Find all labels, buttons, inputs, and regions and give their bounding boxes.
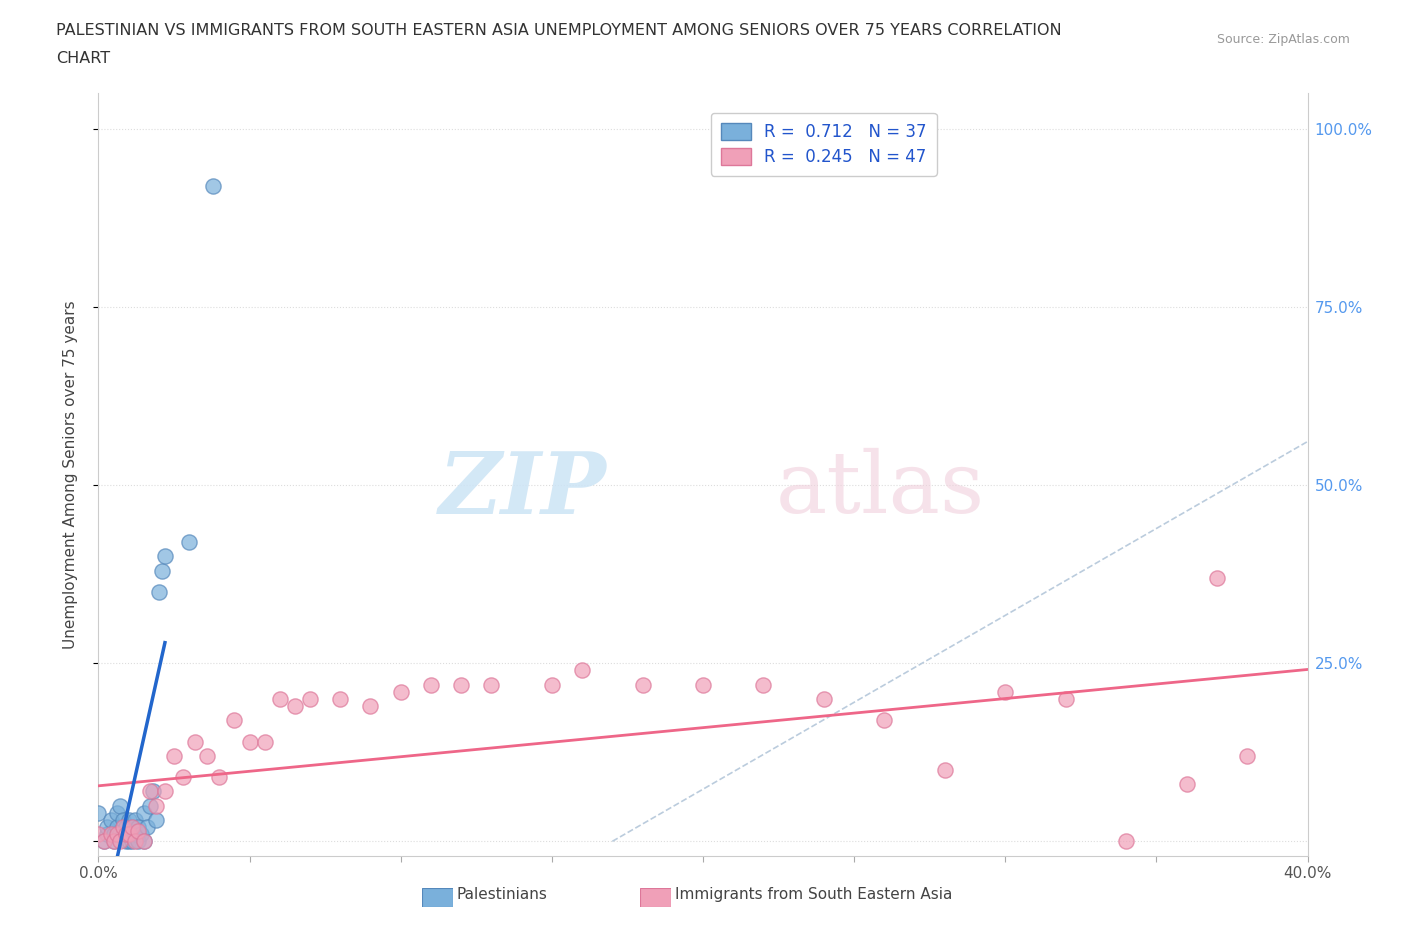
Point: [108, 827, 131, 842]
Point: [299, 691, 322, 706]
Point: [172, 770, 194, 785]
Point: [87, 805, 110, 820]
Point: [124, 813, 146, 828]
Point: [127, 819, 149, 834]
Point: [100, 827, 122, 842]
Point: [105, 805, 128, 820]
Point: [389, 684, 412, 699]
Text: ZIP: ZIP: [439, 448, 606, 531]
Point: [118, 834, 141, 849]
Point: [450, 677, 472, 692]
Point: [571, 663, 593, 678]
Point: [692, 677, 714, 692]
Point: [1236, 749, 1258, 764]
Point: [129, 827, 152, 842]
Point: [752, 677, 775, 692]
Point: [108, 834, 131, 849]
Point: [127, 823, 149, 838]
Point: [93, 834, 115, 849]
Point: [135, 819, 157, 834]
Point: [132, 805, 155, 820]
Point: [139, 784, 162, 799]
Point: [481, 677, 503, 692]
Point: [124, 834, 146, 849]
Point: [132, 834, 155, 849]
Point: [118, 827, 141, 842]
Legend: R =  0.712   N = 37, R =  0.245   N = 47: R = 0.712 N = 37, R = 0.245 N = 47: [711, 113, 936, 176]
Point: [114, 834, 136, 849]
Point: [103, 834, 125, 849]
Point: [1175, 777, 1198, 791]
Point: [420, 677, 443, 692]
Point: [269, 691, 291, 706]
Point: [96, 819, 118, 834]
Point: [934, 763, 956, 777]
Point: [111, 827, 134, 842]
Point: [105, 827, 128, 842]
Point: [121, 834, 143, 849]
Point: [103, 834, 125, 849]
Point: [202, 179, 225, 193]
Point: [111, 813, 134, 828]
Point: [163, 749, 186, 764]
Text: PALESTINIAN VS IMMIGRANTS FROM SOUTH EASTERN ASIA UNEMPLOYMENT AMONG SENIORS OVE: PALESTINIAN VS IMMIGRANTS FROM SOUTH EAS…: [56, 23, 1062, 38]
Point: [142, 784, 165, 799]
Point: [994, 684, 1017, 699]
Y-axis label: Unemployment Among Seniors over 75 years: Unemployment Among Seniors over 75 years: [63, 300, 77, 648]
Point: [329, 691, 352, 706]
Point: [121, 819, 143, 834]
Point: [124, 827, 146, 842]
Point: [284, 698, 307, 713]
Point: [1054, 691, 1077, 706]
Point: [873, 712, 896, 727]
Point: [105, 819, 128, 834]
Point: [96, 827, 118, 842]
Text: atlas: atlas: [776, 448, 984, 531]
Point: [111, 819, 134, 834]
Point: [139, 798, 162, 813]
Point: [118, 813, 141, 828]
Point: [108, 798, 131, 813]
Point: [631, 677, 654, 692]
Point: [150, 563, 173, 578]
Point: [1115, 834, 1137, 849]
Point: [111, 819, 134, 834]
Point: [184, 734, 207, 749]
Point: [195, 749, 218, 764]
Point: [93, 834, 115, 849]
Point: [360, 698, 382, 713]
Point: [145, 798, 167, 813]
Point: [253, 734, 276, 749]
Point: [813, 691, 835, 706]
Text: Source: ZipAtlas.com: Source: ZipAtlas.com: [1216, 33, 1350, 46]
Point: [1206, 570, 1229, 585]
Text: CHART: CHART: [56, 51, 110, 66]
Point: [103, 827, 125, 842]
Point: [114, 819, 136, 834]
Point: [153, 784, 176, 799]
Text: Palestinians: Palestinians: [457, 887, 548, 902]
Point: [145, 813, 167, 828]
Point: [239, 734, 262, 749]
Point: [127, 834, 149, 849]
Point: [153, 549, 176, 564]
Point: [132, 834, 155, 849]
Point: [87, 827, 110, 842]
Point: [100, 813, 122, 828]
Point: [540, 677, 562, 692]
Point: [114, 827, 136, 842]
Point: [224, 712, 246, 727]
Point: [121, 819, 143, 834]
Point: [179, 535, 201, 550]
Point: [208, 770, 231, 785]
Point: [148, 584, 170, 599]
Point: [118, 827, 141, 842]
Text: Immigrants from South Eastern Asia: Immigrants from South Eastern Asia: [675, 887, 952, 902]
